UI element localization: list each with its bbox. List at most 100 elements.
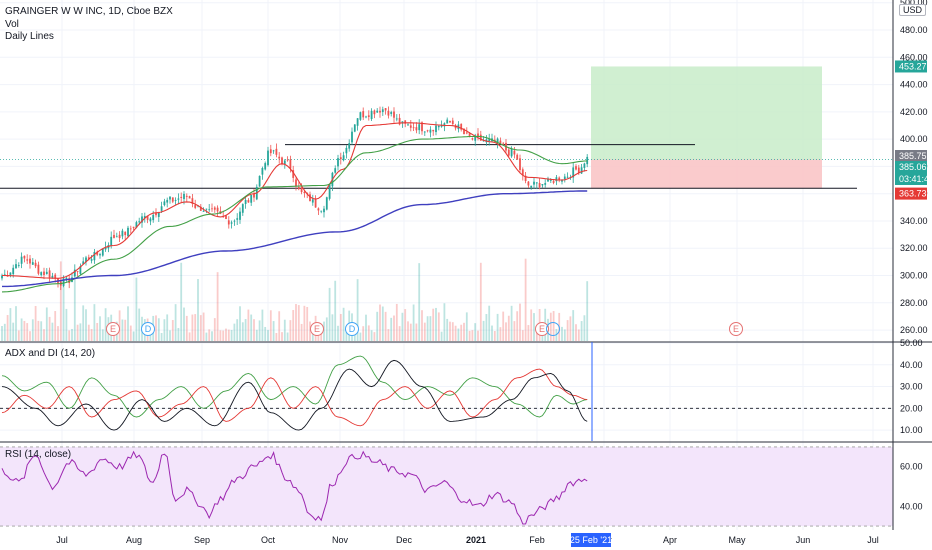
volume-bar [127,306,129,341]
volume-bar [463,322,465,341]
volume-bar [29,331,31,341]
time-tick-label: Jun [796,535,811,545]
volume-bar [171,320,174,341]
volume-bar [325,317,328,341]
candle-body [65,277,68,279]
volume-bar [48,316,51,341]
volume-bar [3,323,6,341]
volume-bar [230,329,233,341]
volume-bar [373,332,376,341]
candle-body [143,216,146,219]
dividend-marker[interactable]: D [141,322,155,336]
currency-badge[interactable]: USD [899,4,927,16]
volume-bar [57,326,59,341]
event-label: E [110,324,116,334]
candle-body [412,127,415,129]
candle-body [325,197,328,210]
candle-body [216,207,219,212]
symbol-legend[interactable]: GRAINGER W W INC, 1D, Cboe BZX [5,6,173,17]
candle-body [275,148,278,155]
earnings-marker[interactable]: E [106,322,120,336]
volume-bar [401,312,404,341]
candle-body [113,234,115,238]
candle-body [395,118,398,120]
date-marker-label: 25 Feb '21 [570,535,612,545]
earnings-marker[interactable]: E [310,322,324,336]
rsi-tick-label: 40.00 [900,501,923,511]
candle-body [482,140,485,142]
candle-body [241,204,244,213]
volume-bar [395,303,398,341]
candle-body [418,124,421,131]
volume-bar [278,311,281,341]
candle-body [169,196,171,200]
candle-body [499,140,502,144]
adx-tick-label: 30.00 [900,382,923,392]
candle-body [152,214,155,221]
volume-bar [185,315,188,341]
volume-bar [510,305,513,341]
dividend-marker[interactable]: D [345,322,359,336]
candle-body [415,127,418,131]
volume-bar [398,326,401,341]
candle-body [247,200,250,203]
volume-bar [194,314,197,341]
volume-bar [247,309,250,341]
candle-body [227,220,230,225]
candle-body [339,157,342,160]
target-price-tag-bg [895,60,927,73]
adx-title[interactable]: ADX and DI (14, 20) [5,348,96,359]
entry-price-tag-bg [895,161,927,173]
volume-bar [93,304,96,341]
volume-bar [253,319,255,341]
candle-body [104,246,107,250]
volume-bar [82,305,85,341]
price-axis[interactable]: 260.00280.00300.00320.00340.00360.00380.… [900,0,928,511]
volume-bar [289,320,292,341]
candle-body [334,168,337,173]
candle-body [353,124,356,132]
volume-bar [519,303,521,341]
candle-body [160,206,163,211]
volume-bar [393,315,395,341]
volume-bar [443,303,446,341]
volume-bar [160,332,163,341]
volume-bar [241,322,244,341]
volume-bar [264,326,267,341]
candle-body [390,112,393,114]
volume-bar [15,306,17,341]
candle-body [547,178,549,182]
target-price-tag-label: 453.27 [899,61,927,71]
candle-body [468,133,471,138]
candle-body [381,109,384,113]
candle-body [129,228,132,230]
candle-body [118,234,121,239]
stop-price-tag-bg [895,187,927,200]
candle-body [323,208,325,213]
candle-body [580,167,583,174]
time-axis[interactable]: JulAugSepOctNovDec2021FebMarAprMayJunJul… [56,533,879,547]
volume-bar [390,317,393,341]
volume-bar [90,329,93,341]
volume-bar [85,309,87,341]
volume-bar [169,330,171,341]
candle-body [351,131,353,143]
volume-bar [535,330,538,341]
rsi-title[interactable]: RSI (14, close) [5,449,72,460]
candle-body [342,155,345,161]
price-tick-label: 260.00 [900,325,928,335]
candle-body [488,139,491,141]
time-tick-label: Apr [663,535,677,545]
volume-bar [569,316,572,341]
volume-bar [566,320,569,341]
daily-lines-legend[interactable]: Daily Lines [5,31,54,42]
volume-bar [365,314,367,341]
earnings-marker[interactable]: E [729,322,743,336]
earnings-marker[interactable]: E [535,322,549,336]
volume-bar [457,328,460,341]
moving-average-fast [2,122,588,279]
volume-legend[interactable]: Vol [5,19,19,30]
candle-body [365,116,367,118]
